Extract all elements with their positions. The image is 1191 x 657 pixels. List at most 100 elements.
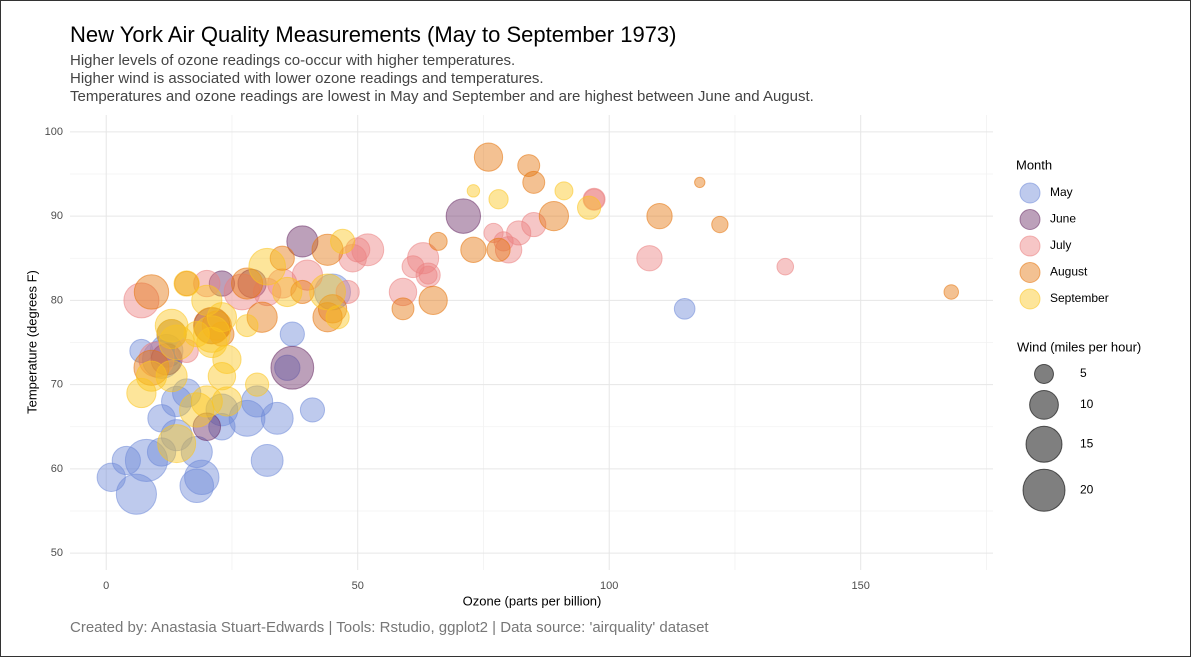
bubble [111, 445, 141, 476]
legend-label: June [1050, 212, 1076, 226]
bubble [694, 176, 706, 189]
bubble [325, 305, 350, 330]
x-axis-label: Ozone (parts per billion) [463, 593, 602, 608]
legend-swatch [1019, 209, 1041, 230]
legend-swatch [1019, 182, 1041, 204]
y-tick-label: 80 [51, 294, 63, 306]
bubble [711, 215, 729, 234]
bubble [314, 273, 351, 311]
bubble [279, 321, 305, 347]
legend-label: May [1050, 185, 1073, 199]
bubble [494, 236, 523, 264]
bubble [174, 270, 200, 297]
bubble [486, 237, 511, 262]
bubble [196, 326, 228, 359]
bubble [115, 473, 157, 515]
y-tick-label: 90 [51, 210, 63, 222]
legend-label: August [1050, 265, 1088, 279]
bubble [270, 345, 315, 390]
bubble [190, 385, 223, 418]
bubble [267, 268, 298, 299]
bubble [415, 262, 441, 288]
size-legend-label: 5 [1080, 366, 1087, 380]
bubble [473, 142, 504, 172]
bubble [160, 419, 193, 452]
x-tick-label: 100 [600, 580, 618, 592]
bubble [133, 274, 170, 310]
bubble [286, 225, 319, 258]
bubble [237, 268, 267, 299]
bubble [179, 468, 215, 504]
bubble [538, 200, 570, 232]
bubble [428, 231, 448, 251]
bubble [330, 228, 356, 254]
y-tick-label: 50 [51, 547, 63, 559]
bubble [208, 270, 236, 297]
bubble [554, 181, 574, 201]
bubble [173, 270, 200, 297]
bubble [466, 184, 481, 198]
bubble [583, 188, 605, 211]
bubble [272, 276, 303, 308]
bubble [407, 242, 440, 275]
bubble [673, 297, 696, 320]
subtitle: Higher wind is associated with lower ozo… [70, 70, 544, 87]
bubble [646, 202, 673, 230]
size-legend-label: 15 [1080, 436, 1094, 450]
bubble [246, 301, 278, 333]
bubble [299, 397, 326, 423]
bubble [260, 401, 294, 435]
bubble [155, 360, 188, 393]
bubble [460, 236, 487, 263]
bubble [184, 459, 220, 496]
bubble [193, 269, 221, 298]
bubble [418, 285, 448, 316]
bubble [156, 318, 187, 350]
legend-swatch [1019, 262, 1041, 283]
bubble [576, 195, 602, 220]
bubble [445, 198, 482, 234]
bubble [135, 360, 168, 392]
bubble [183, 320, 210, 348]
bubble [157, 424, 197, 464]
bubble [250, 444, 284, 477]
bubble [193, 306, 231, 345]
caption: Created by: Anastasia Stuart-Edwards | T… [70, 619, 709, 636]
bubble [388, 277, 418, 307]
bubble [179, 392, 215, 428]
size-legend-swatch [1029, 389, 1059, 420]
bubble [636, 245, 663, 272]
bubble [193, 315, 231, 353]
x-tick-label: 150 [852, 580, 870, 592]
bubble [488, 189, 509, 210]
bubble [158, 324, 195, 361]
size-legend-title: Wind (miles per hour) [1017, 339, 1141, 354]
y-axis-label: Temperature (degrees F) [24, 270, 39, 414]
bubble [309, 273, 346, 311]
bubble [269, 245, 295, 271]
size-legend-label: 20 [1080, 482, 1094, 496]
y-tick-label: 60 [51, 463, 63, 475]
bubble [345, 237, 371, 263]
size-legend-swatch [1025, 425, 1063, 463]
size-legend-swatch [1022, 468, 1066, 512]
chart-title: New York Air Quality Measurements (May t… [70, 22, 677, 47]
x-tick-label: 0 [103, 580, 109, 592]
bubble [391, 297, 415, 321]
bubble [230, 267, 264, 300]
legend-label: July [1050, 238, 1071, 252]
bubble [245, 372, 270, 397]
legend-swatch [1019, 288, 1041, 310]
bubble [211, 386, 243, 417]
y-tick-label: 100 [45, 126, 63, 138]
bubble [207, 361, 237, 391]
bubble [146, 437, 177, 467]
bubble [312, 302, 343, 333]
bubble [506, 220, 532, 246]
bubble [248, 247, 286, 286]
bubble [274, 354, 301, 381]
y-tick-label: 70 [51, 379, 63, 391]
bubble [208, 413, 236, 441]
